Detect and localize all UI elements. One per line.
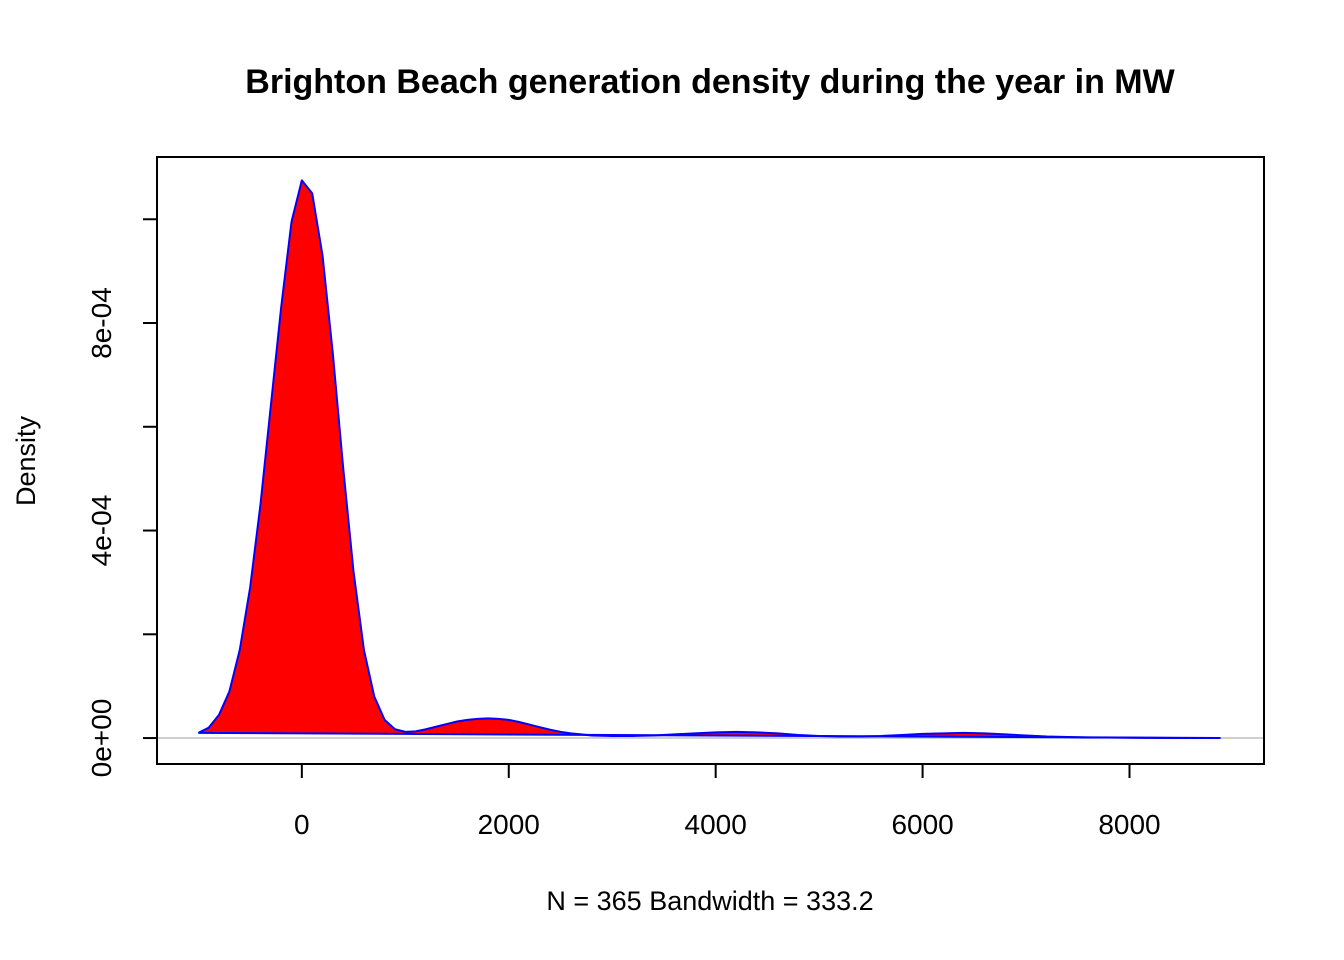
y-tick-label: 4e-04	[86, 495, 117, 567]
y-tick-label: 0e+00	[86, 699, 117, 778]
x-axis: 0 2000 4000 6000 8000	[294, 763, 1161, 840]
chart-title: Brighton Beach generation density during…	[245, 63, 1175, 101]
x-tick-label: 4000	[685, 809, 747, 840]
y-axis: 0e+00 4e-04 8e-04	[86, 218, 158, 778]
x-tick-label: 6000	[891, 809, 953, 840]
density-closing-line	[198, 731, 1221, 740]
x-tick-label: 8000	[1098, 809, 1160, 840]
x-tick-label: 2000	[478, 809, 540, 840]
y-axis-label: Density	[11, 415, 41, 506]
x-axis-label: N = 365 Bandwidth = 333.2	[546, 886, 873, 916]
density-curve	[197, 179, 1221, 740]
density-fill	[198, 180, 1221, 739]
y-tick-label: 8e-04	[86, 287, 117, 359]
data-layer	[157, 179, 1264, 740]
x-tick-label: 0	[294, 809, 310, 840]
